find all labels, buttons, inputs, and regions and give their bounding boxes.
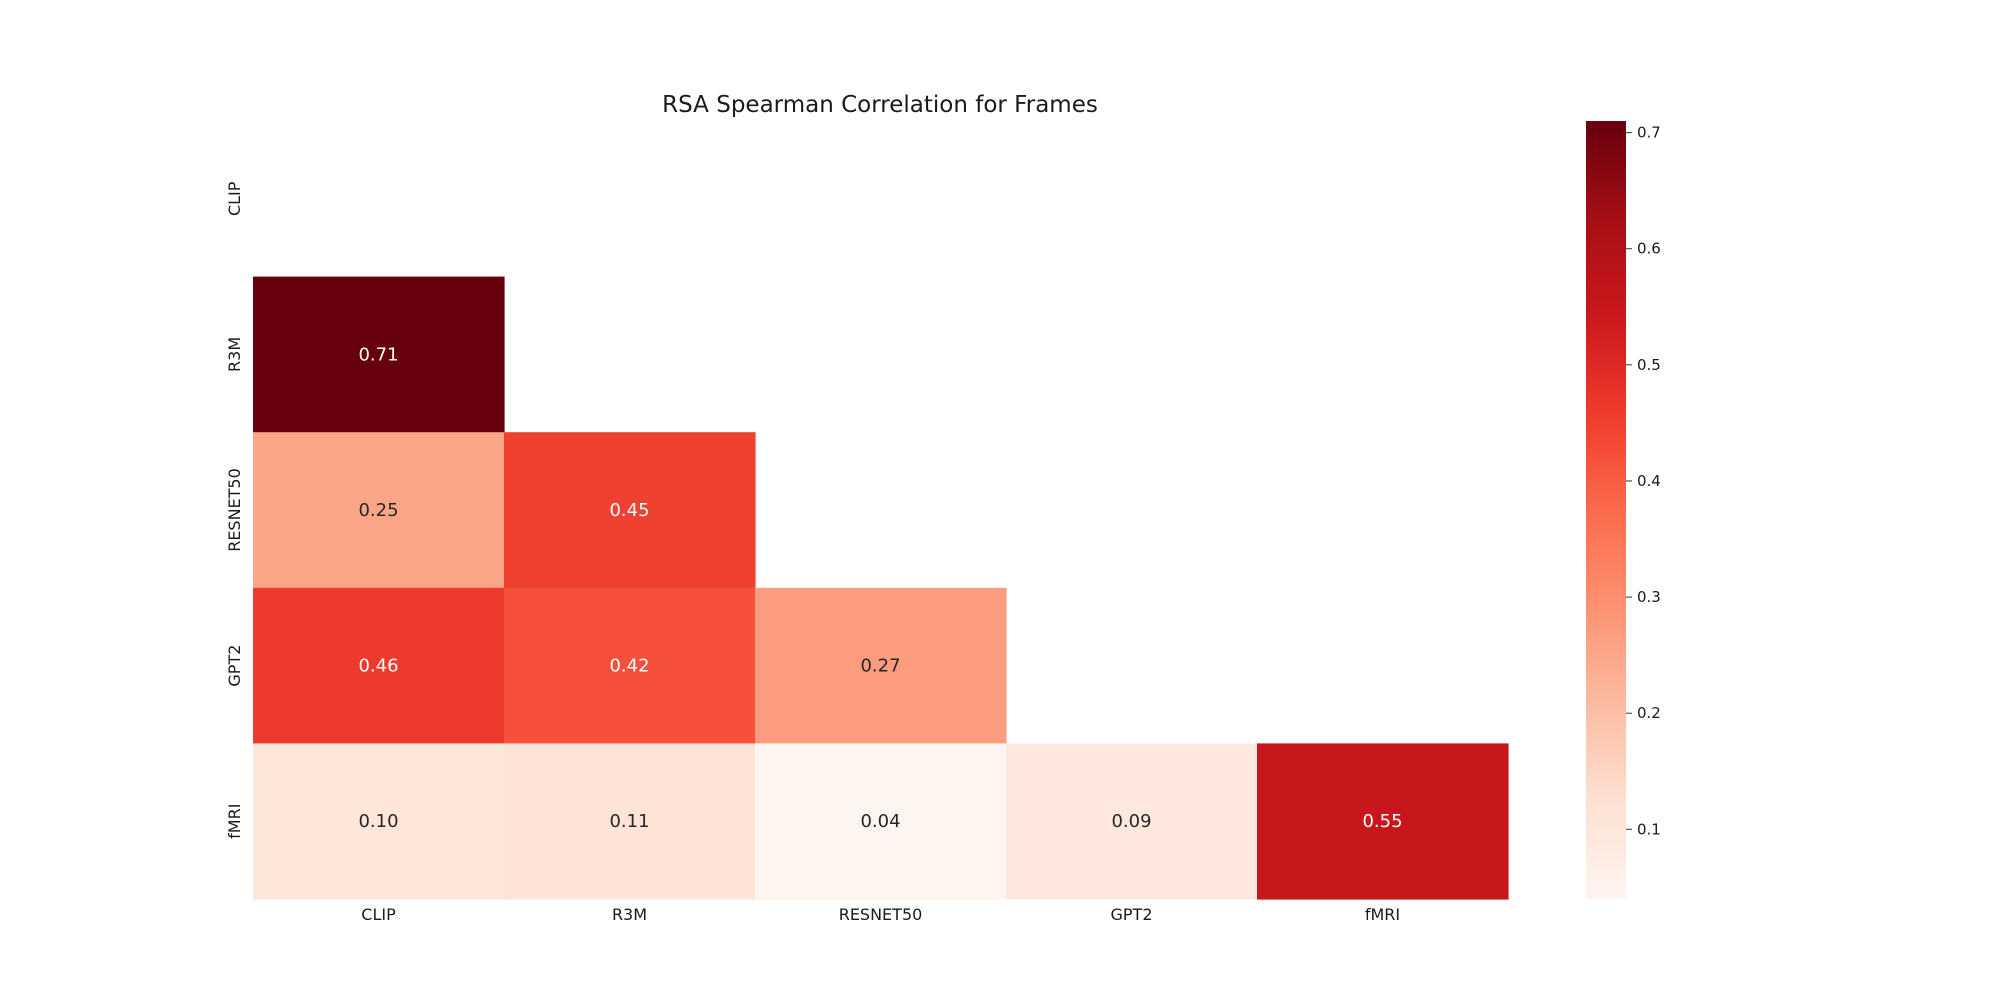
heatmap-cells: 0.71 0.25 0.45 0.46 0.42 0.27 0.10 0.11 0.04 0.09… [253,276,1509,900]
cell-value-label: 0.10 [358,811,398,832]
chart-title: RSA Spearman Correlation for Frames [662,92,1098,118]
colorbar [1586,121,1626,899]
heatmap-cell [253,276,505,433]
cell-value-label: 0.45 [609,500,649,521]
cell-value-label: 0.71 [358,344,398,365]
colorbar-tick-label: 0.6 [1637,240,1661,258]
colorbar-tick-label: 0.4 [1637,472,1661,490]
heatmap-cell [755,587,1007,744]
cell-value-label: 0.27 [860,656,900,677]
heatmap-cell [253,587,505,744]
y-tick-label: fMRI [225,804,244,839]
heatmap-cell [504,587,756,744]
x-axis-ticks: CLIP R3M RESNET50 GPT2 fMRI [361,905,1400,924]
colorbar-tick-label: 0.3 [1637,588,1661,606]
x-tick-label: GPT2 [1111,905,1153,924]
y-tick-label: GPT2 [225,645,244,687]
y-tick-label: CLIP [225,181,244,216]
heatmap-cell [504,743,756,900]
heatmap-cell [504,432,756,589]
cell-value-label: 0.46 [358,656,398,677]
cell-value-label: 0.11 [609,811,649,832]
colorbar-tick-label: 0.7 [1637,124,1661,142]
x-tick-label: R3M [612,905,647,924]
x-tick-label: fMRI [1365,905,1400,924]
heatmap-cell [1006,743,1258,900]
cell-value-label: 0.04 [860,811,900,832]
colorbar-tick-label: 0.5 [1637,356,1661,374]
cell-value-label: 0.25 [358,500,398,521]
heatmap-cell [253,432,505,589]
colorbar-tick-label: 0.1 [1637,820,1661,838]
cell-value-label: 0.09 [1111,811,1151,832]
heatmap-cell [253,743,505,900]
cell-value-label: 0.55 [1362,811,1402,832]
y-axis-ticks: CLIP R3M RESNET50 GPT2 fMRI [225,181,244,839]
cell-value-label: 0.42 [609,656,649,677]
heatmap-cell [755,743,1007,900]
x-tick-label: RESNET50 [839,905,923,924]
x-tick-label: CLIP [361,905,396,924]
colorbar-ticks: 0.1 0.2 0.3 0.4 0.5 0.6 0.7 [1626,124,1661,838]
heatmap-cell [1257,743,1509,900]
colorbar-tick-label: 0.2 [1637,704,1661,722]
y-tick-label: R3M [225,337,244,372]
y-tick-label: RESNET50 [225,468,244,552]
